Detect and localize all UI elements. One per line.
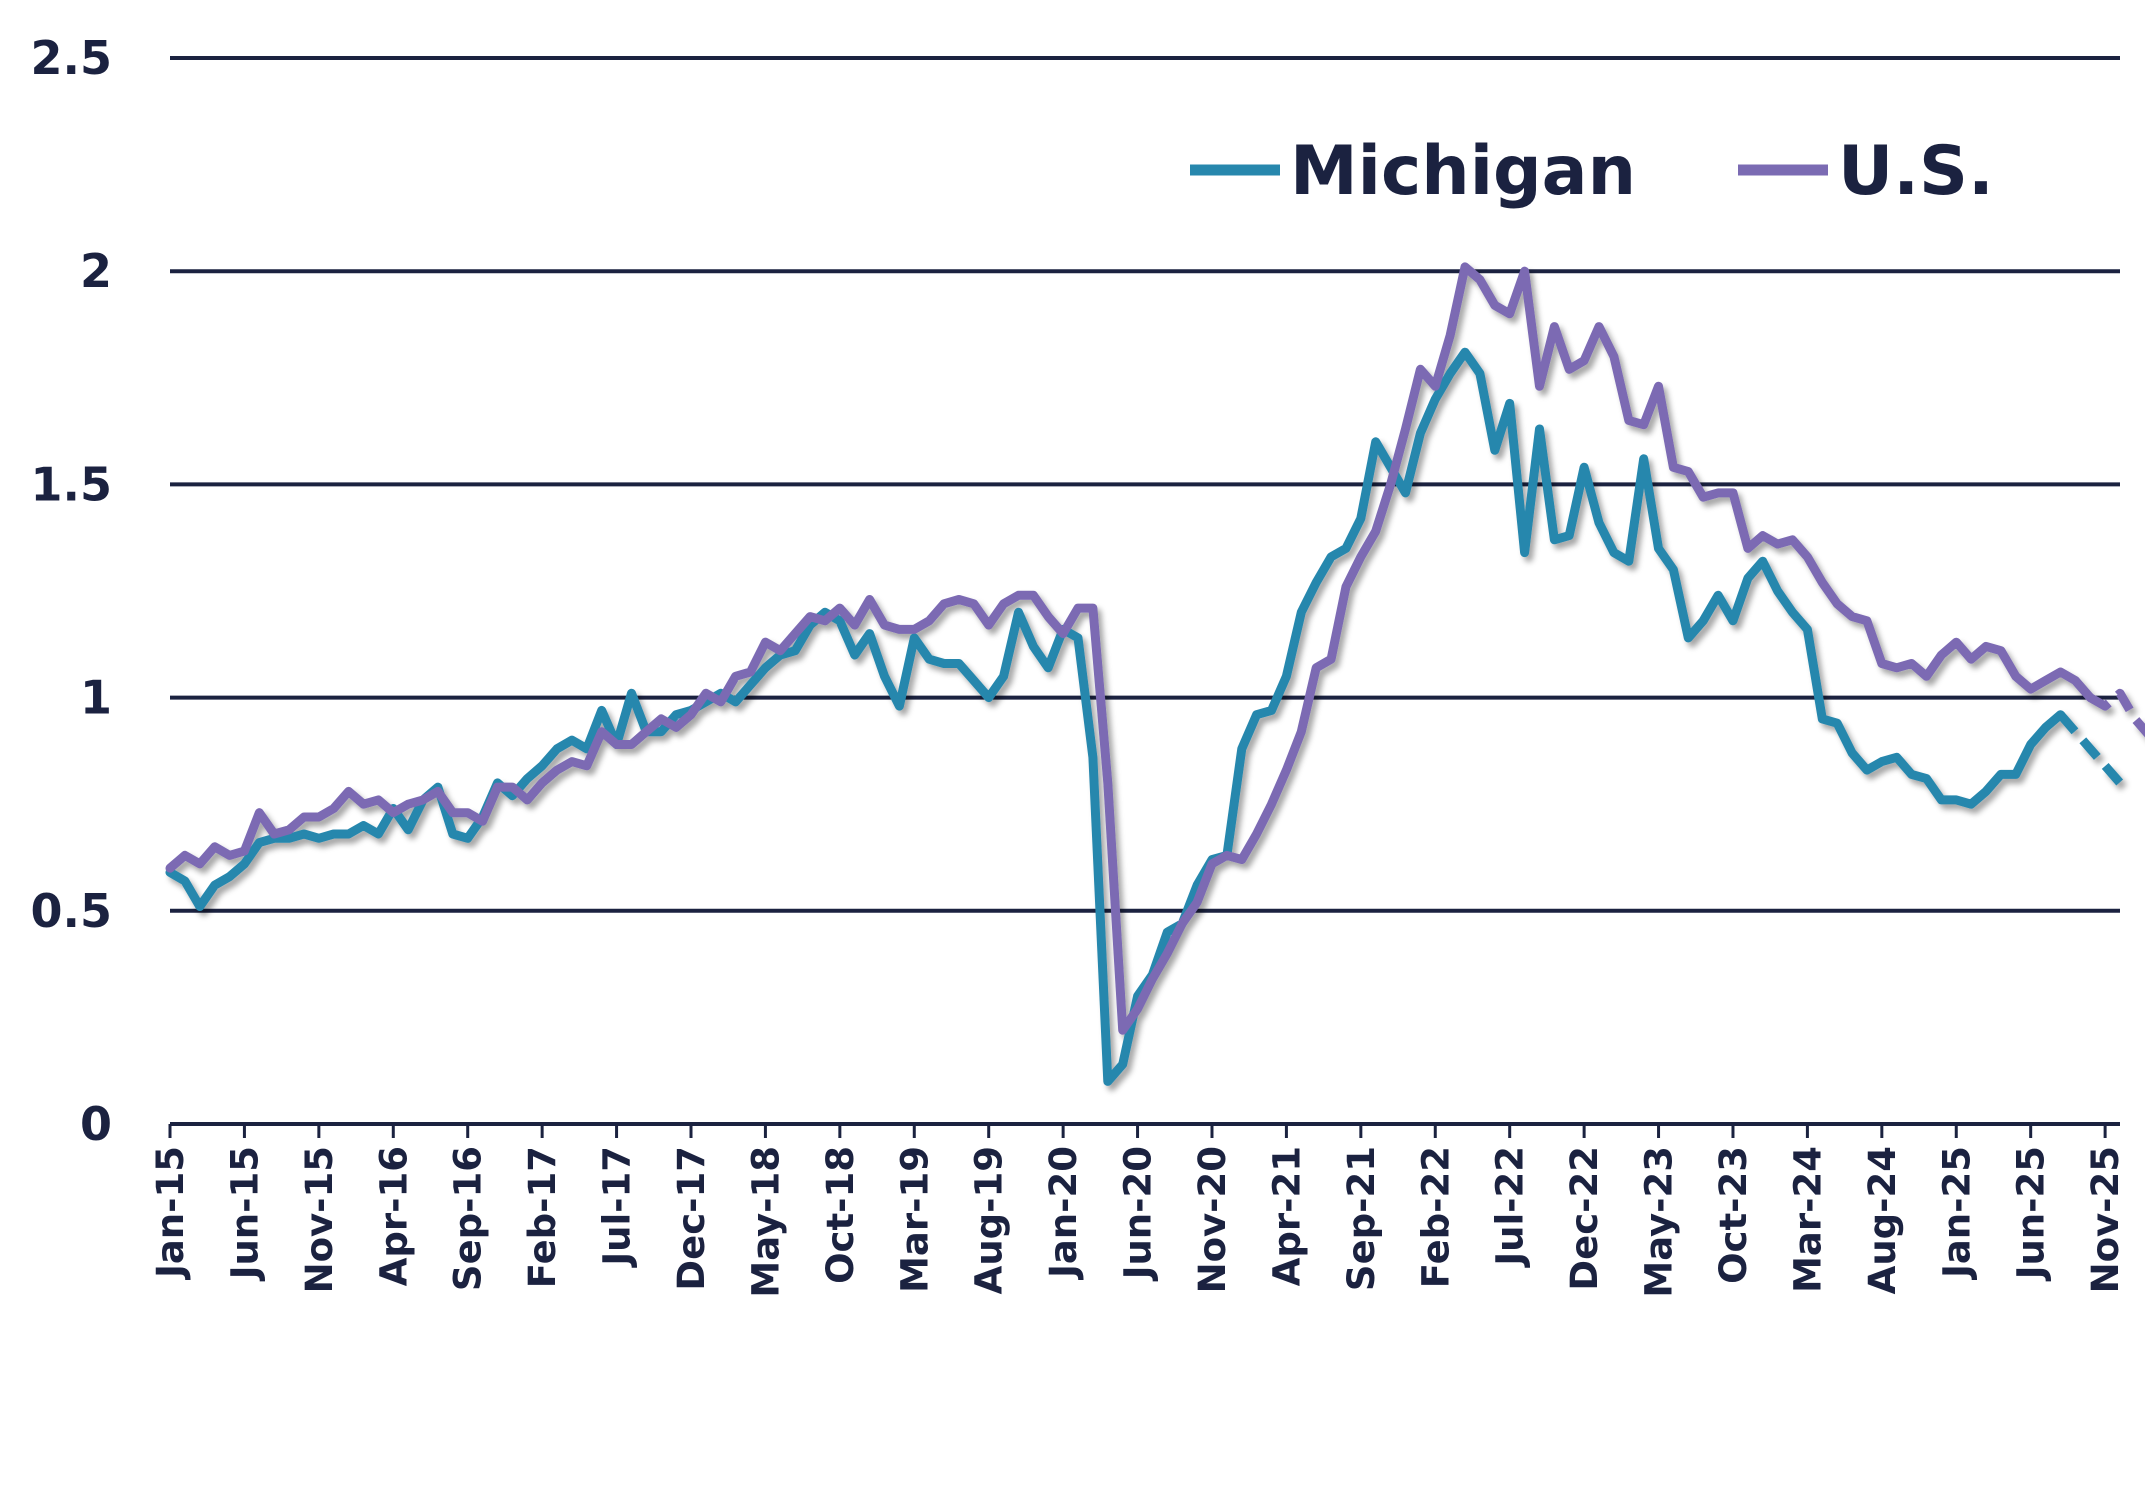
x-tick-label: Oct-23 [1712, 1146, 1755, 1284]
x-tick-label: Apr-16 [372, 1146, 415, 1286]
x-tick-label: Jun-20 [1117, 1146, 1160, 1282]
y-tick-label: 1 [80, 671, 112, 725]
legend: Michigan U.S. [1190, 132, 1994, 211]
x-tick-label: Apr-21 [1265, 1146, 1308, 1286]
x-tick-label: Feb-22 [1414, 1146, 1457, 1288]
x-tick-label: Aug-19 [968, 1146, 1011, 1294]
x-tick-label: Mar-19 [893, 1146, 936, 1293]
x-tick-label: Dec-22 [1563, 1146, 1606, 1291]
legend-label-michigan: Michigan [1290, 132, 1636, 211]
x-tick-label: Jan-20 [1042, 1146, 1085, 1281]
x-tick-label: Jul-17 [596, 1146, 639, 1269]
y-tick-label: 0 [80, 1097, 112, 1151]
x-tick-label: Sep-16 [447, 1146, 490, 1291]
x-tick-label: Sep-21 [1340, 1146, 1383, 1291]
series-projection-michigan [2057, 711, 2124, 786]
y-axis: 0 0.5 1 1.5 2 2.5 [31, 31, 113, 1151]
x-tick-label: Feb-17 [521, 1146, 564, 1288]
x-tick-label: Jun-15 [223, 1146, 266, 1282]
x-tick-label: Jan-15 [149, 1146, 192, 1281]
legend-label-us: U.S. [1838, 132, 1994, 211]
series-lines [165, 262, 2145, 1086]
x-tick-label: Jun-25 [2010, 1146, 2053, 1282]
y-tick-label: 0.5 [31, 884, 113, 938]
x-tick-label: Aug-24 [1861, 1146, 1904, 1294]
x-tick-label: Jan-25 [1935, 1146, 1978, 1281]
series-line-us [165, 262, 2095, 1035]
x-axis: Jan-15 Jun-15 Nov-15 Apr-16 Sep-16 Feb-17 Jul-… [149, 1124, 2127, 1298]
x-tick-label: Nov-25 [2084, 1146, 2127, 1293]
x-tick-label: May-23 [1638, 1146, 1681, 1298]
y-tick-label: 1.5 [31, 457, 113, 511]
y-tick-label: 2.5 [31, 31, 113, 85]
x-tick-label: May-18 [744, 1146, 787, 1298]
x-tick-label: Mar-24 [1786, 1146, 1829, 1293]
x-tick-label: Nov-20 [1191, 1146, 1234, 1293]
x-tick-label: Jul-22 [1489, 1146, 1532, 1269]
grid-lines [170, 56, 2120, 1126]
x-tick-label: Oct-18 [819, 1146, 862, 1284]
y-tick-label: 2 [80, 244, 112, 298]
x-tick-label: Dec-17 [670, 1146, 713, 1291]
series-projection-us [2087, 688, 2145, 738]
x-tick-label: Nov-15 [298, 1146, 341, 1293]
